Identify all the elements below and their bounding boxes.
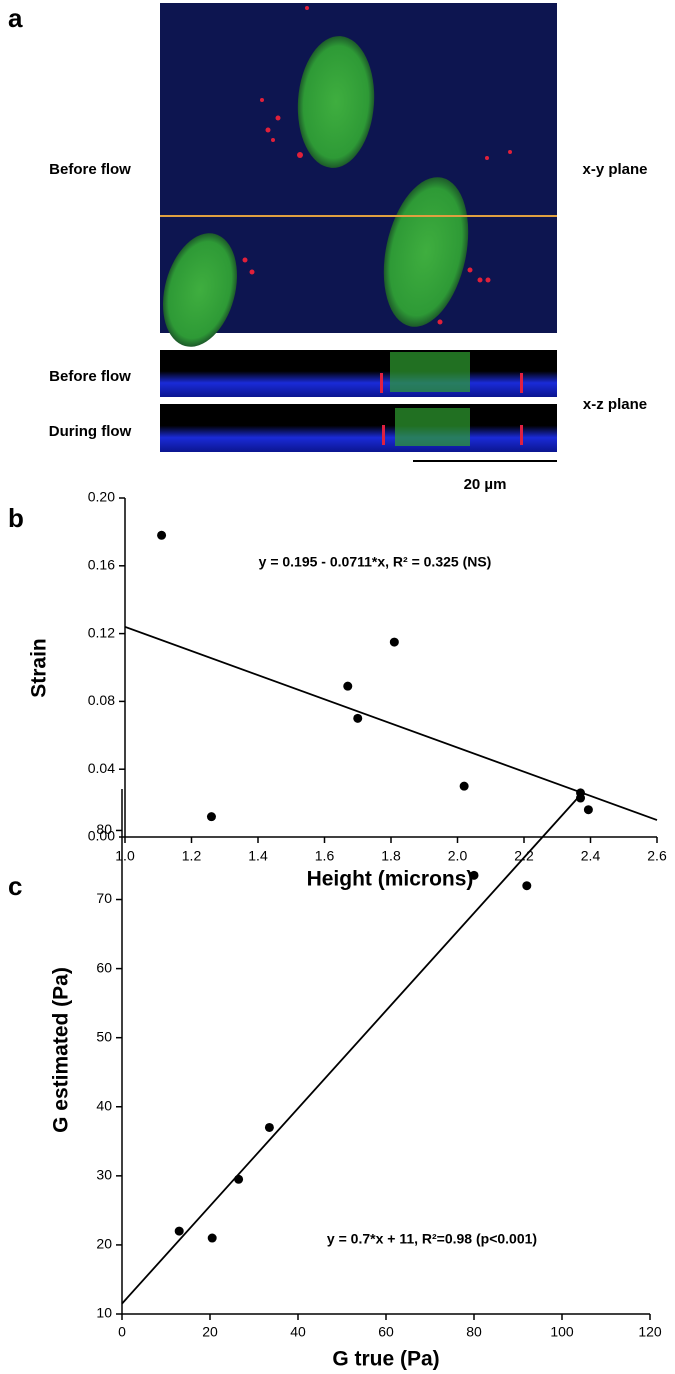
row-label: Before flow [49, 161, 131, 178]
data-point [157, 530, 167, 540]
micrograph-xz [160, 350, 557, 462]
data-point [576, 793, 586, 803]
x-tick-label: 1.2 [182, 848, 202, 864]
fit-line [124, 625, 658, 821]
data-point [343, 681, 353, 691]
y-tick-label: 0.12 [88, 624, 115, 640]
x-tick-label: 60 [378, 1324, 394, 1340]
panel-label: a [8, 3, 23, 33]
y-tick-label: 0.08 [88, 692, 115, 708]
y-tick-label: 0.20 [88, 489, 115, 505]
data-point [459, 781, 469, 791]
y-tick-label: 60 [96, 959, 112, 975]
x-tick-label: 120 [638, 1324, 662, 1340]
y-tick-label: 50 [96, 1028, 112, 1044]
data-point [522, 881, 532, 891]
x-tick-label: 2.0 [448, 848, 468, 864]
data-point [206, 812, 216, 822]
annotation: y = 0.195 - 0.0711*x, R² = 0.325 (NS) [259, 554, 492, 570]
y-axis-title: Strain [28, 638, 51, 698]
x-tick-label: 100 [550, 1324, 574, 1340]
plane-label: x-z plane [583, 396, 647, 413]
y-tick-label: 40 [96, 1097, 112, 1113]
x-tick-label: 1.4 [248, 848, 268, 864]
annotation: y = 0.7*x + 11, R²=0.98 (p<0.001) [327, 1231, 537, 1247]
plane-label: x-y plane [582, 161, 647, 178]
x-tick-label: 1.6 [315, 848, 335, 864]
y-tick-label: 0.04 [88, 760, 115, 776]
panel-label: b [8, 503, 24, 533]
y-tick-label: 20 [96, 1236, 112, 1252]
y-tick-label: 0.00 [88, 828, 115, 844]
data-point [174, 1226, 184, 1236]
x-tick-label: 0 [118, 1324, 126, 1340]
y-tick-label: 0.16 [88, 557, 115, 573]
micrograph-xy [160, 3, 557, 347]
x-tick-label: 20 [202, 1324, 218, 1340]
x-tick-label: 2.4 [581, 848, 601, 864]
data-point [207, 1233, 217, 1243]
x-tick-label: 1.8 [381, 848, 401, 864]
data-point [264, 1122, 274, 1132]
row-label: Before flow [49, 368, 131, 385]
y-tick-label: 70 [96, 890, 112, 906]
y-tick-label: 30 [96, 1167, 112, 1183]
x-axis-title: Height (microns) [307, 868, 474, 891]
fit-line [121, 795, 581, 1305]
y-tick-label: 80 [96, 821, 112, 837]
x-tick-label: 80 [466, 1324, 482, 1340]
data-point [583, 805, 593, 815]
x-axis-title: G true (Pa) [332, 1348, 439, 1371]
x-tick-label: 1.0 [115, 848, 135, 864]
data-point [389, 637, 399, 647]
x-tick-label: 2.6 [647, 848, 667, 864]
row-label: During flow [49, 423, 132, 440]
y-axis-title: G estimated (Pa) [50, 967, 73, 1133]
panel-label: c [8, 871, 22, 901]
y-tick-label: 10 [96, 1305, 112, 1321]
data-point [469, 870, 479, 880]
scale-bar-label: 20 µm [464, 476, 507, 493]
x-tick-label: 40 [290, 1324, 306, 1340]
data-point [353, 713, 363, 723]
data-point [234, 1174, 244, 1184]
